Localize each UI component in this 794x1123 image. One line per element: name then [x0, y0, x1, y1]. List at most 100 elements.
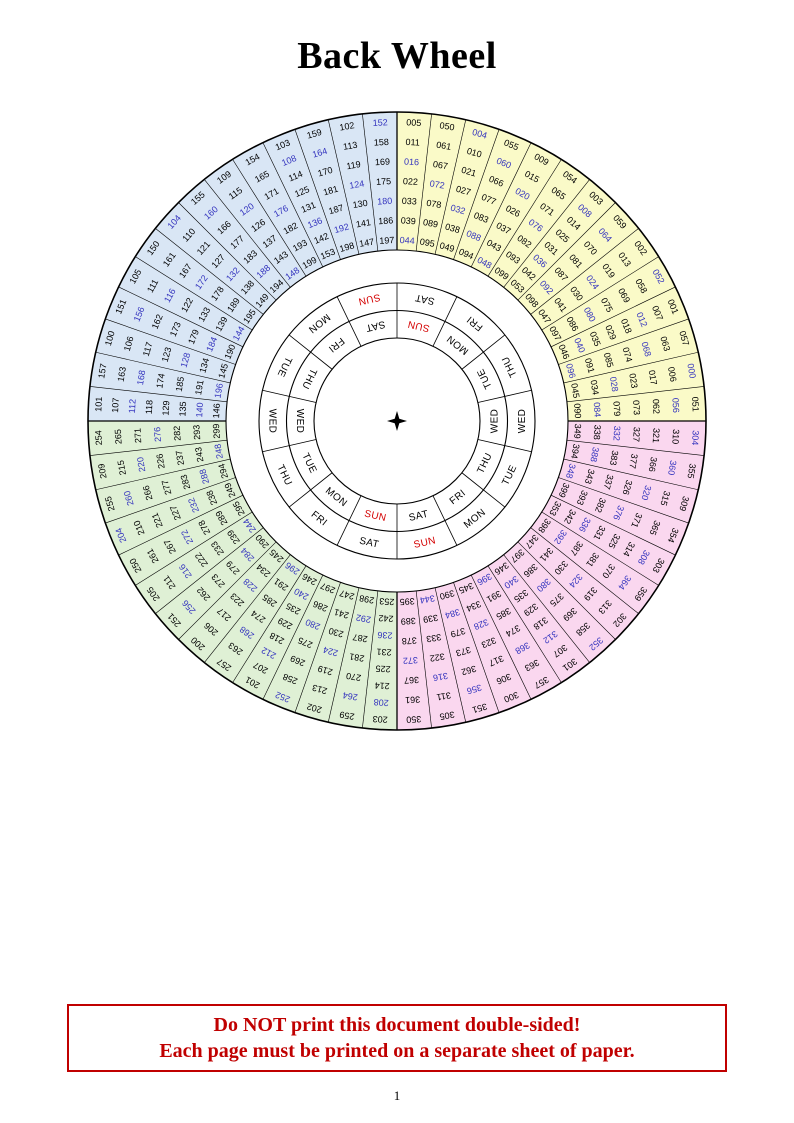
day-label: TUE	[275, 355, 294, 379]
year-label: 051	[690, 396, 701, 412]
year-label: 198	[338, 240, 355, 254]
year-label: 067	[432, 159, 448, 171]
year-label: 299	[211, 423, 222, 439]
year-label: 050	[439, 120, 455, 132]
day-label: FRI	[309, 509, 329, 528]
year-label: 159	[306, 127, 323, 141]
year-label: 085	[602, 351, 616, 368]
year-label: 119	[346, 159, 362, 171]
year-label: 187	[327, 203, 344, 217]
year-label: 322	[429, 651, 445, 663]
year-label: 089	[422, 217, 438, 229]
day-label: THU	[475, 451, 494, 475]
year-label: 130	[352, 198, 368, 210]
day-label: FRI	[448, 488, 468, 507]
year-label: 320	[639, 484, 653, 501]
year-label: 180	[377, 196, 393, 207]
year-label: 006	[666, 366, 678, 382]
year-label: 057	[677, 330, 691, 347]
year-label: 011	[405, 137, 420, 148]
year-label: 168	[135, 369, 147, 385]
year-label: 338	[592, 424, 603, 440]
warning-line-1: Do NOT print this document double-sided!	[213, 1014, 581, 1036]
day-label: WED	[266, 409, 277, 434]
year-label: 135	[177, 401, 188, 417]
year-label: 339	[422, 612, 438, 624]
year-label: 192	[333, 221, 350, 235]
year-label: 377	[627, 453, 639, 469]
year-label: 032	[449, 203, 466, 217]
year-label: 044	[399, 235, 415, 246]
year-label: 170	[317, 165, 334, 179]
year-label: 237	[174, 450, 186, 466]
year-label: 378	[402, 635, 418, 646]
wheel-gridlines	[88, 112, 706, 730]
year-label: 056	[670, 398, 681, 414]
year-label: 049	[438, 240, 455, 254]
year-label: 028	[608, 376, 620, 392]
day-label: WED	[294, 409, 305, 434]
year-label: 311	[436, 690, 452, 702]
year-label: 383	[608, 450, 620, 466]
day-label: SAT	[358, 536, 380, 551]
year-label: 140	[194, 402, 205, 418]
year-label: 118	[144, 400, 155, 415]
year-label: 078	[426, 198, 442, 210]
year-label: 287	[352, 632, 368, 644]
day-label: FRI	[465, 313, 485, 332]
ring-circle	[87, 111, 707, 731]
year-label: 351	[471, 701, 488, 715]
year-label: 260	[122, 490, 136, 507]
year-label: 292	[355, 612, 371, 624]
year-label: 281	[349, 651, 365, 663]
year-label: 074	[621, 346, 635, 363]
day-label: SUN	[363, 508, 387, 524]
year-label: 360	[666, 460, 678, 476]
year-label: 215	[116, 460, 128, 476]
year-label: 208	[373, 697, 389, 708]
warning-line-2: Each page must be printed on a separate …	[159, 1040, 635, 1062]
day-label: THU	[274, 463, 293, 487]
year-label: 236	[377, 630, 393, 641]
year-label: 264	[342, 690, 358, 702]
year-label: 022	[403, 176, 419, 187]
year-label: 343	[583, 468, 597, 485]
year-label: 337	[602, 473, 616, 490]
day-label: SUN	[413, 535, 437, 551]
year-label: 203	[372, 714, 388, 725]
day-label: WED	[489, 409, 500, 434]
year-label: 327	[631, 427, 642, 443]
year-label: 197	[379, 235, 395, 246]
year-label: 096	[564, 362, 578, 379]
year-label: 282	[172, 426, 183, 442]
year-label: 243	[193, 446, 205, 462]
year-label: 191	[193, 379, 205, 395]
year-label: 038	[444, 221, 461, 235]
year-label: 224	[322, 645, 339, 659]
year-label: 265	[113, 429, 124, 445]
year-label: 034	[588, 379, 600, 395]
year-label: 266	[141, 484, 155, 501]
year-label: 185	[174, 376, 186, 392]
year-label: 366	[647, 456, 659, 472]
year-label: 230	[327, 626, 344, 640]
year-label: 005	[406, 117, 422, 128]
year-label: 063	[658, 335, 672, 352]
year-label: 214	[374, 680, 390, 691]
day-ring-gridlines	[262, 283, 532, 559]
year-label: 326	[621, 479, 635, 496]
year-label: 219	[317, 663, 334, 677]
year-label: 134	[197, 357, 211, 374]
year-label: 196	[213, 382, 225, 398]
year-label: 390	[438, 588, 455, 602]
year-label: 394	[569, 443, 581, 459]
year-label: 293	[191, 424, 202, 440]
year-label: 248	[213, 443, 225, 459]
year-label: 113	[342, 140, 358, 152]
year-label: 033	[402, 196, 418, 207]
year-label: 332	[611, 426, 622, 442]
year-label: 107	[110, 397, 121, 413]
year-label: 157	[96, 363, 108, 379]
year-label: 271	[132, 428, 143, 444]
